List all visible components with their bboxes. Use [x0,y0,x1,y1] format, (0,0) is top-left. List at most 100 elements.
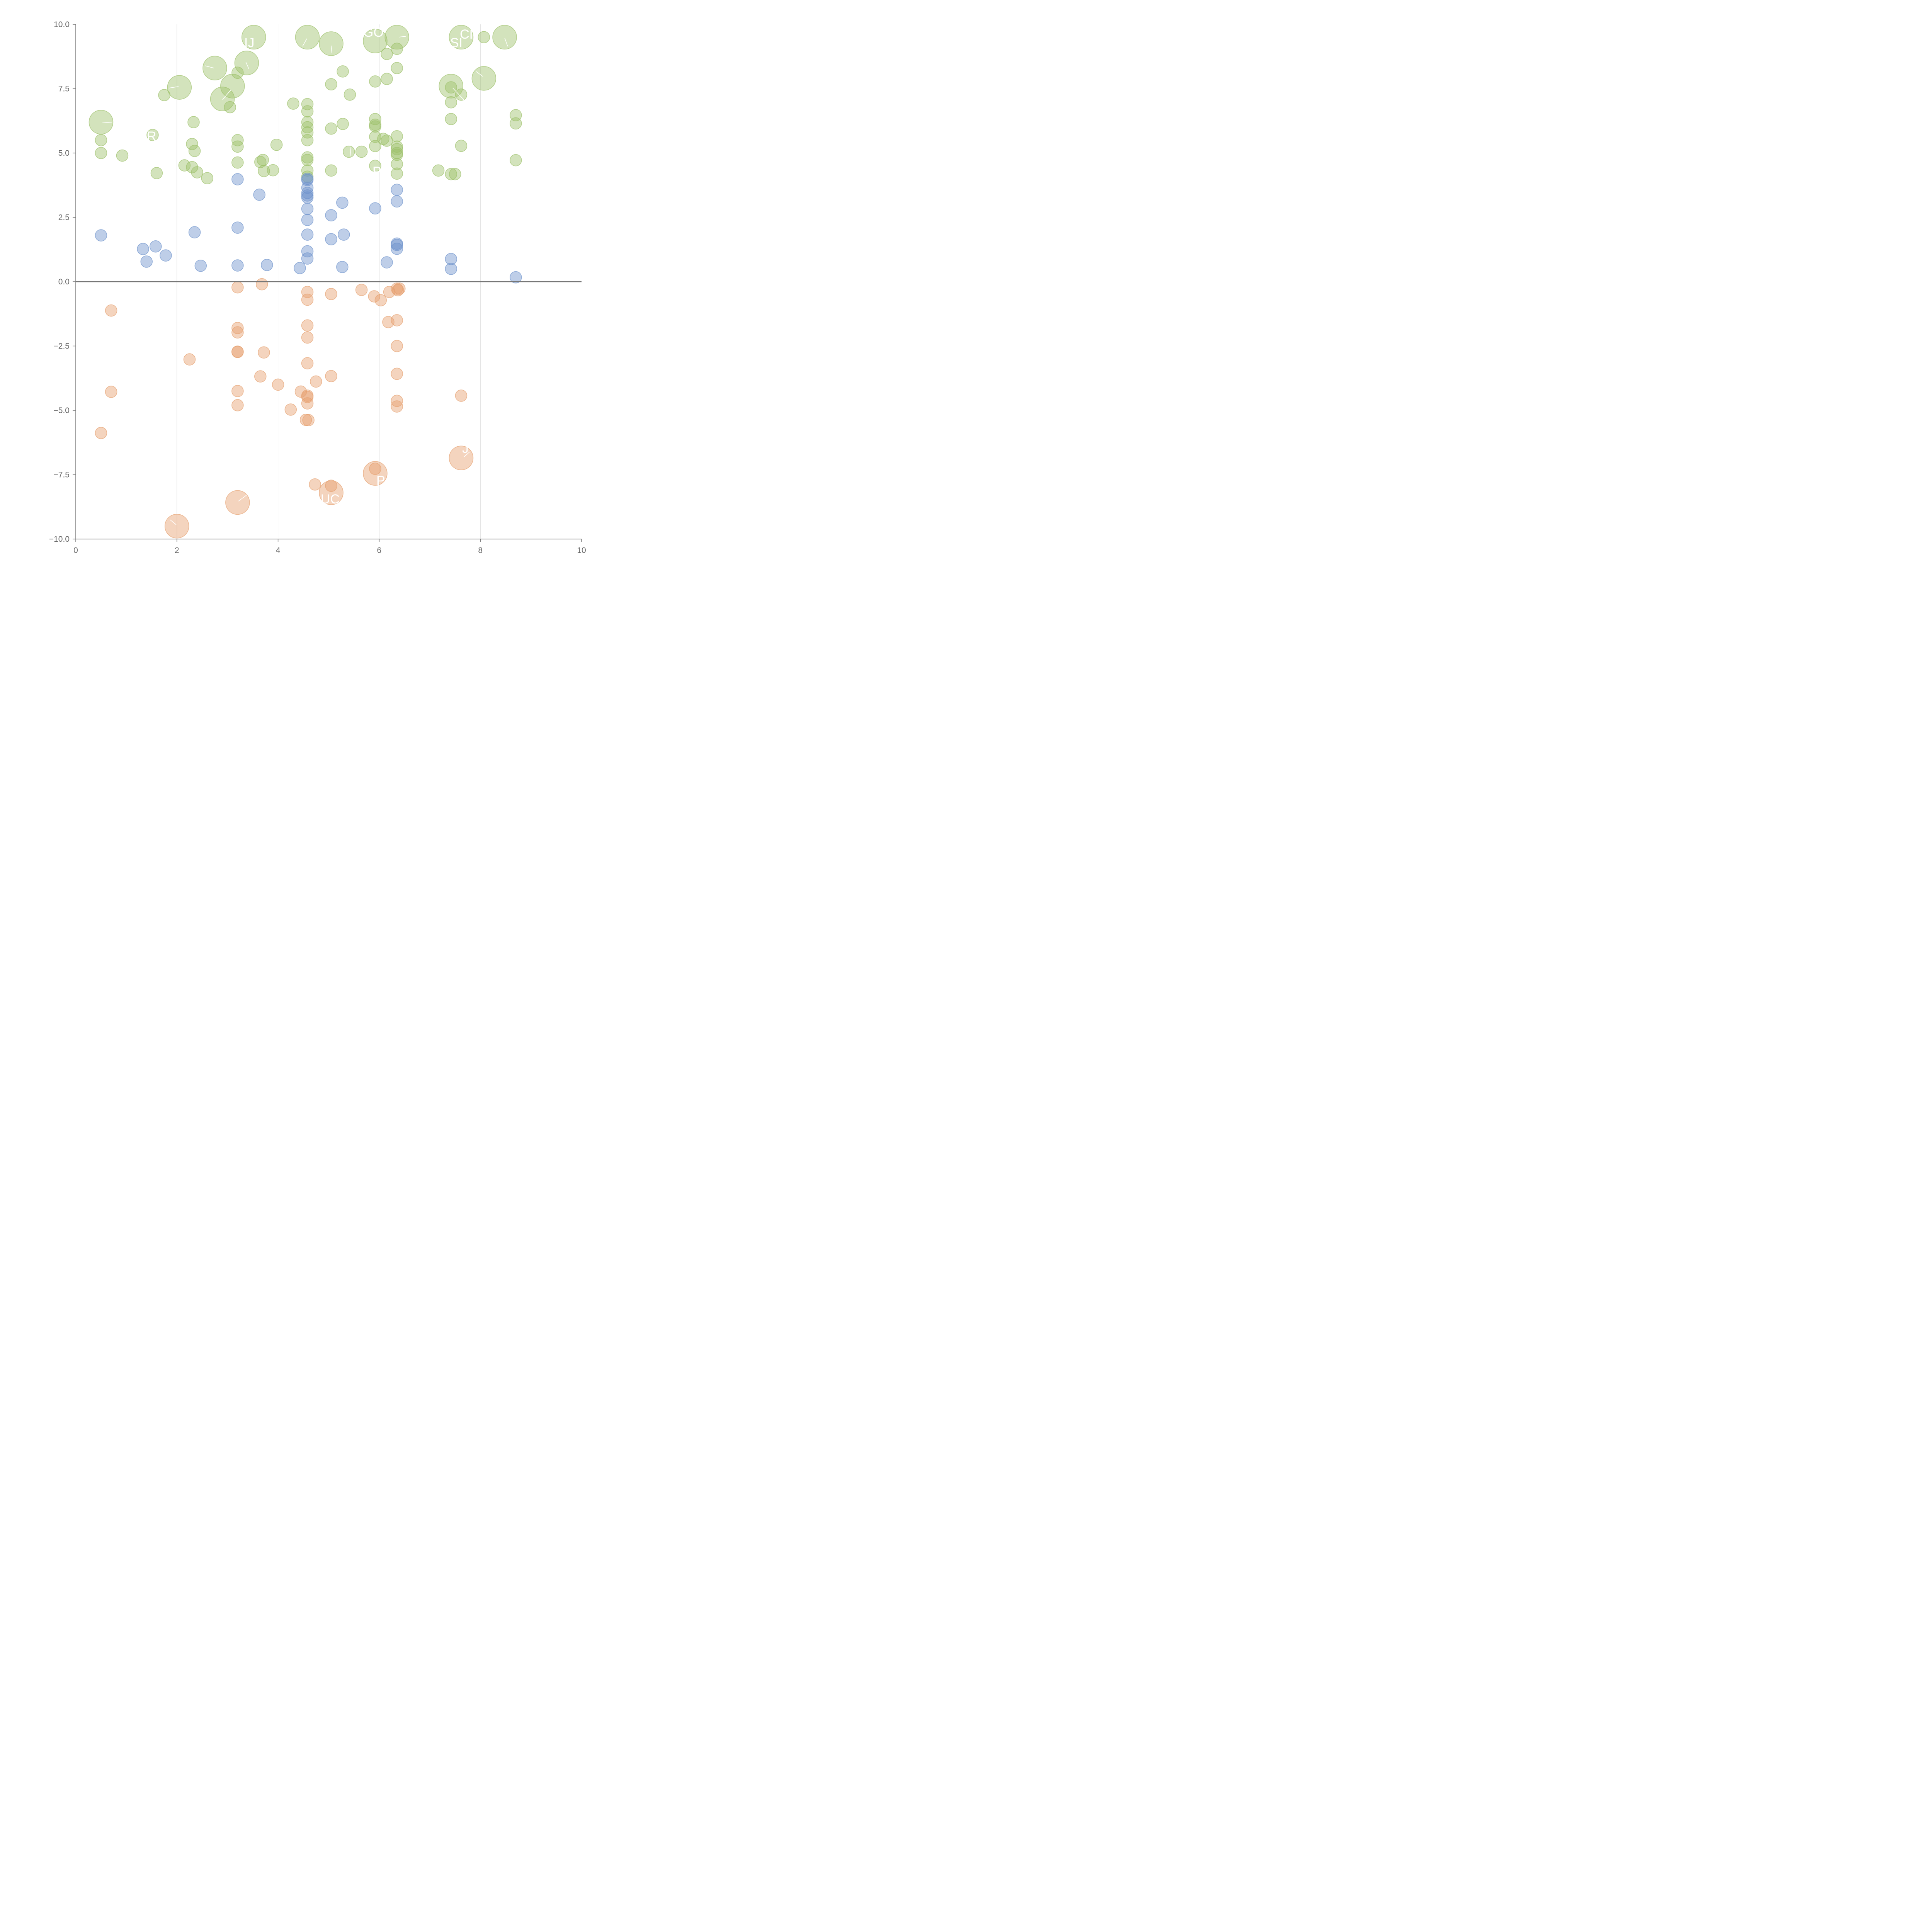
orange-bubble [165,514,189,539]
green-bubble [158,89,170,101]
blue-bubble [391,195,403,207]
blue-bubble [301,191,314,204]
y-tick-label: −7.5 [54,471,70,480]
blue-bubble [188,226,201,238]
green-bubble [343,145,355,158]
green-bubble [191,166,203,179]
blue-bubble [194,259,207,272]
blue-bubble [231,221,244,234]
leader-line [302,38,307,47]
orange-bubble [231,346,244,358]
green-bubble [186,161,198,173]
orange-bubble [272,378,284,391]
green-bubble [439,74,464,99]
y-tick-label: −5.0 [54,406,70,415]
green-bubble [188,145,201,157]
green-bubble [301,105,314,117]
orange-bubble [392,284,404,296]
blue-bubble [231,259,244,272]
blue-bubble [325,209,337,221]
blue-bubble [301,228,314,241]
green-bubble [492,25,517,50]
x-tick-label: 0 [73,546,78,555]
orange-bubble [355,284,368,296]
green-bubble [231,66,244,79]
leader-line [463,452,470,457]
bubble-annotation: SI [450,36,463,50]
orange-bubble [231,385,244,397]
blue-bubble [369,202,381,214]
blue-bubble [140,255,153,268]
green-bubble [432,164,445,177]
y-tick-label: 0.0 [58,277,70,286]
bubble-annotation: R [147,129,156,144]
green-bubble [510,154,522,167]
green-bubble [201,172,214,185]
annotation-layer: IJ GO CII SI R P P UC J [102,25,508,525]
blue-bubble [510,271,522,284]
leader-line [245,61,249,69]
green-bubble [150,167,163,179]
green-bubble [224,101,236,114]
blue-bubble [336,261,349,273]
blue-bubble [160,249,172,262]
orange-bubble [231,322,244,334]
green-bubble [257,154,269,166]
green-bubble [231,140,244,153]
y-tick-label: 5.0 [58,149,70,158]
green-bubble [146,129,159,141]
leader-line [238,494,248,502]
green-bubble [295,25,320,50]
leader-line [331,45,332,54]
green-bubble [234,51,259,75]
green-bubble [510,117,522,130]
green-bubble [231,156,244,169]
green-bubble [301,154,314,166]
leader-line [204,65,214,68]
green-bubble [391,43,403,55]
green-bubble [391,62,403,74]
orange-bubble [301,319,314,332]
green-bubble [369,75,381,88]
orange-bubble [255,278,268,291]
orange-bubble [374,294,387,306]
green-bubble [344,88,356,101]
bubble-annotation: P [376,473,385,488]
orange-bubble [105,304,117,317]
orange-bubble [301,397,314,410]
green-bubble [471,66,497,91]
green-bubble [369,140,381,152]
bubble-annotation: J [462,441,469,456]
orange-bubble [258,346,270,359]
green-bubble [301,151,314,164]
leader-line [476,71,483,77]
orange-bubble [325,288,337,300]
blue-bubble [301,245,314,258]
bubble-annotation: GO [363,25,384,40]
green-bubble [384,25,409,50]
green-bubble [258,165,270,177]
orange-bubble [368,290,381,303]
blue-bubble [445,262,457,275]
green-bubble [325,122,337,135]
orange-bubble [391,340,403,352]
green-bubble [369,131,381,143]
leader-line [504,37,508,47]
leader-line [168,86,179,88]
x-tick-label: 2 [175,546,179,555]
bubble-annotation: IJ [244,36,254,50]
orange-bubble [95,427,107,439]
blue-bubble [381,256,393,269]
green-bubble [449,25,474,50]
orange-bubble [183,353,196,366]
green-bubble [95,147,107,159]
blue-bubble [391,239,403,251]
y-tick-label: 7.5 [58,85,70,94]
green-bubble [455,88,468,101]
orange-bubble [455,389,468,402]
green-bubble [381,73,393,85]
green-bubble [202,56,227,80]
blue-bubble [391,184,403,196]
orange-bubble [294,385,307,398]
blue-bubble [95,229,107,242]
